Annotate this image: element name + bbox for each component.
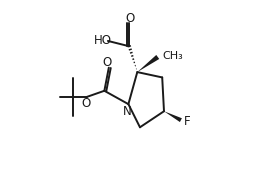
- Text: O: O: [125, 12, 134, 25]
- Polygon shape: [163, 111, 181, 122]
- Text: O: O: [81, 97, 90, 110]
- Text: N: N: [123, 105, 131, 118]
- Text: O: O: [102, 56, 111, 69]
- Text: F: F: [183, 114, 190, 128]
- Text: HO: HO: [93, 33, 111, 47]
- Polygon shape: [137, 55, 158, 72]
- Text: CH₃: CH₃: [162, 51, 183, 61]
